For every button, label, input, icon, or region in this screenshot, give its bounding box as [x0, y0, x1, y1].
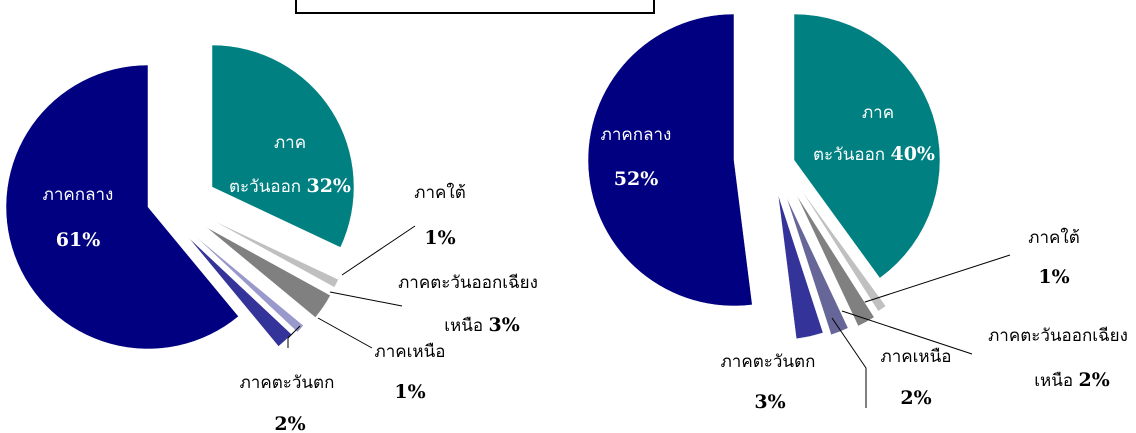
- slice-value-label: 1%: [394, 381, 425, 403]
- pie-slice: [209, 218, 339, 288]
- slice-label: ภาคตะวันตก: [721, 352, 816, 372]
- slice-label: ภาค: [862, 103, 894, 123]
- pie-chart-right: ภาคตะวันออก 40% ภาคใต้ 1% ภาคตะวันออกเฉียงเ…: [587, 13, 1128, 413]
- pie-slice: [795, 193, 875, 327]
- pie-slice: [193, 234, 304, 333]
- pie-slice: [799, 187, 887, 312]
- slice-percent: 3%: [754, 391, 785, 413]
- slice-value-label: 1%: [1038, 266, 1069, 288]
- slice-value-label: 61%: [56, 229, 101, 251]
- slice-percent: 2%: [900, 387, 931, 409]
- leader-line: [831, 317, 867, 408]
- slice-percent: 1%: [424, 227, 455, 249]
- leader-line: [341, 225, 416, 276]
- slice-value-label: 2%: [900, 387, 931, 409]
- slice-percent: 61%: [56, 229, 101, 251]
- slice-value-label: ตะวันออก 32%: [229, 175, 351, 197]
- slice-label: ภาคเหนือ: [375, 342, 446, 362]
- slice-percent: 2%: [1078, 369, 1109, 391]
- pie-slice: [587, 13, 753, 307]
- slice-label-continued: ตะวันออก: [229, 177, 306, 197]
- slice-percent: 3%: [488, 314, 519, 336]
- slice-label-continued: เหนือ: [1034, 371, 1078, 391]
- slice-label: ภาคตะวันออกเฉียง: [988, 326, 1128, 346]
- slice-value-label: 3%: [754, 391, 785, 413]
- slice-label: ภาคกลาง: [601, 125, 672, 145]
- leader-line: [287, 325, 301, 348]
- slice-label: ภาคตะวันออกเฉียง: [398, 273, 538, 293]
- pie-slice: [5, 64, 239, 350]
- leader-line: [317, 317, 373, 349]
- slice-percent: 32%: [306, 175, 351, 197]
- slice-percent: 1%: [1038, 266, 1069, 288]
- slice-label: ภาคตะวันตก: [240, 373, 335, 393]
- pie-slice: [205, 226, 331, 318]
- slice-value-label: 52%: [614, 168, 659, 190]
- title-frame: [295, 0, 655, 14]
- slice-percent: 52%: [614, 168, 659, 190]
- pie-slice: [211, 44, 355, 248]
- slice-percent: 40%: [890, 143, 935, 165]
- leader-line: [841, 310, 973, 355]
- slice-value-label: 1%: [424, 227, 455, 249]
- slice-label-continued: เหนือ: [444, 316, 488, 336]
- slice-label: ภาคเหนือ: [881, 347, 952, 367]
- slice-value-label: ตะวันออก 40%: [813, 143, 935, 165]
- pie-chart-left: ภาคตะวันออก 32% ภาคใต้ 1% ภาคตะวันออกเฉียงเ…: [5, 44, 538, 433]
- slice-label-continued: ตะวันออก: [813, 145, 890, 165]
- slice-value-label: 2%: [274, 413, 305, 433]
- slice-value-label: เหนือ 2%: [1034, 369, 1110, 391]
- pie-slice: [777, 193, 824, 340]
- slice-label: ภาคกลาง: [43, 185, 114, 205]
- pie-slice: [785, 195, 849, 336]
- slice-label: ภาค: [274, 133, 306, 153]
- leader-line: [861, 254, 1011, 304]
- slice-label: ภาคใต้: [1028, 227, 1079, 248]
- pie-slice: [793, 13, 941, 279]
- slice-label: ภาคใต้: [414, 182, 465, 203]
- slice-percent: 2%: [274, 413, 305, 433]
- slice-percent: 1%: [394, 381, 425, 403]
- slice-value-label: เหนือ 3%: [444, 314, 520, 336]
- leader-line: [329, 291, 403, 307]
